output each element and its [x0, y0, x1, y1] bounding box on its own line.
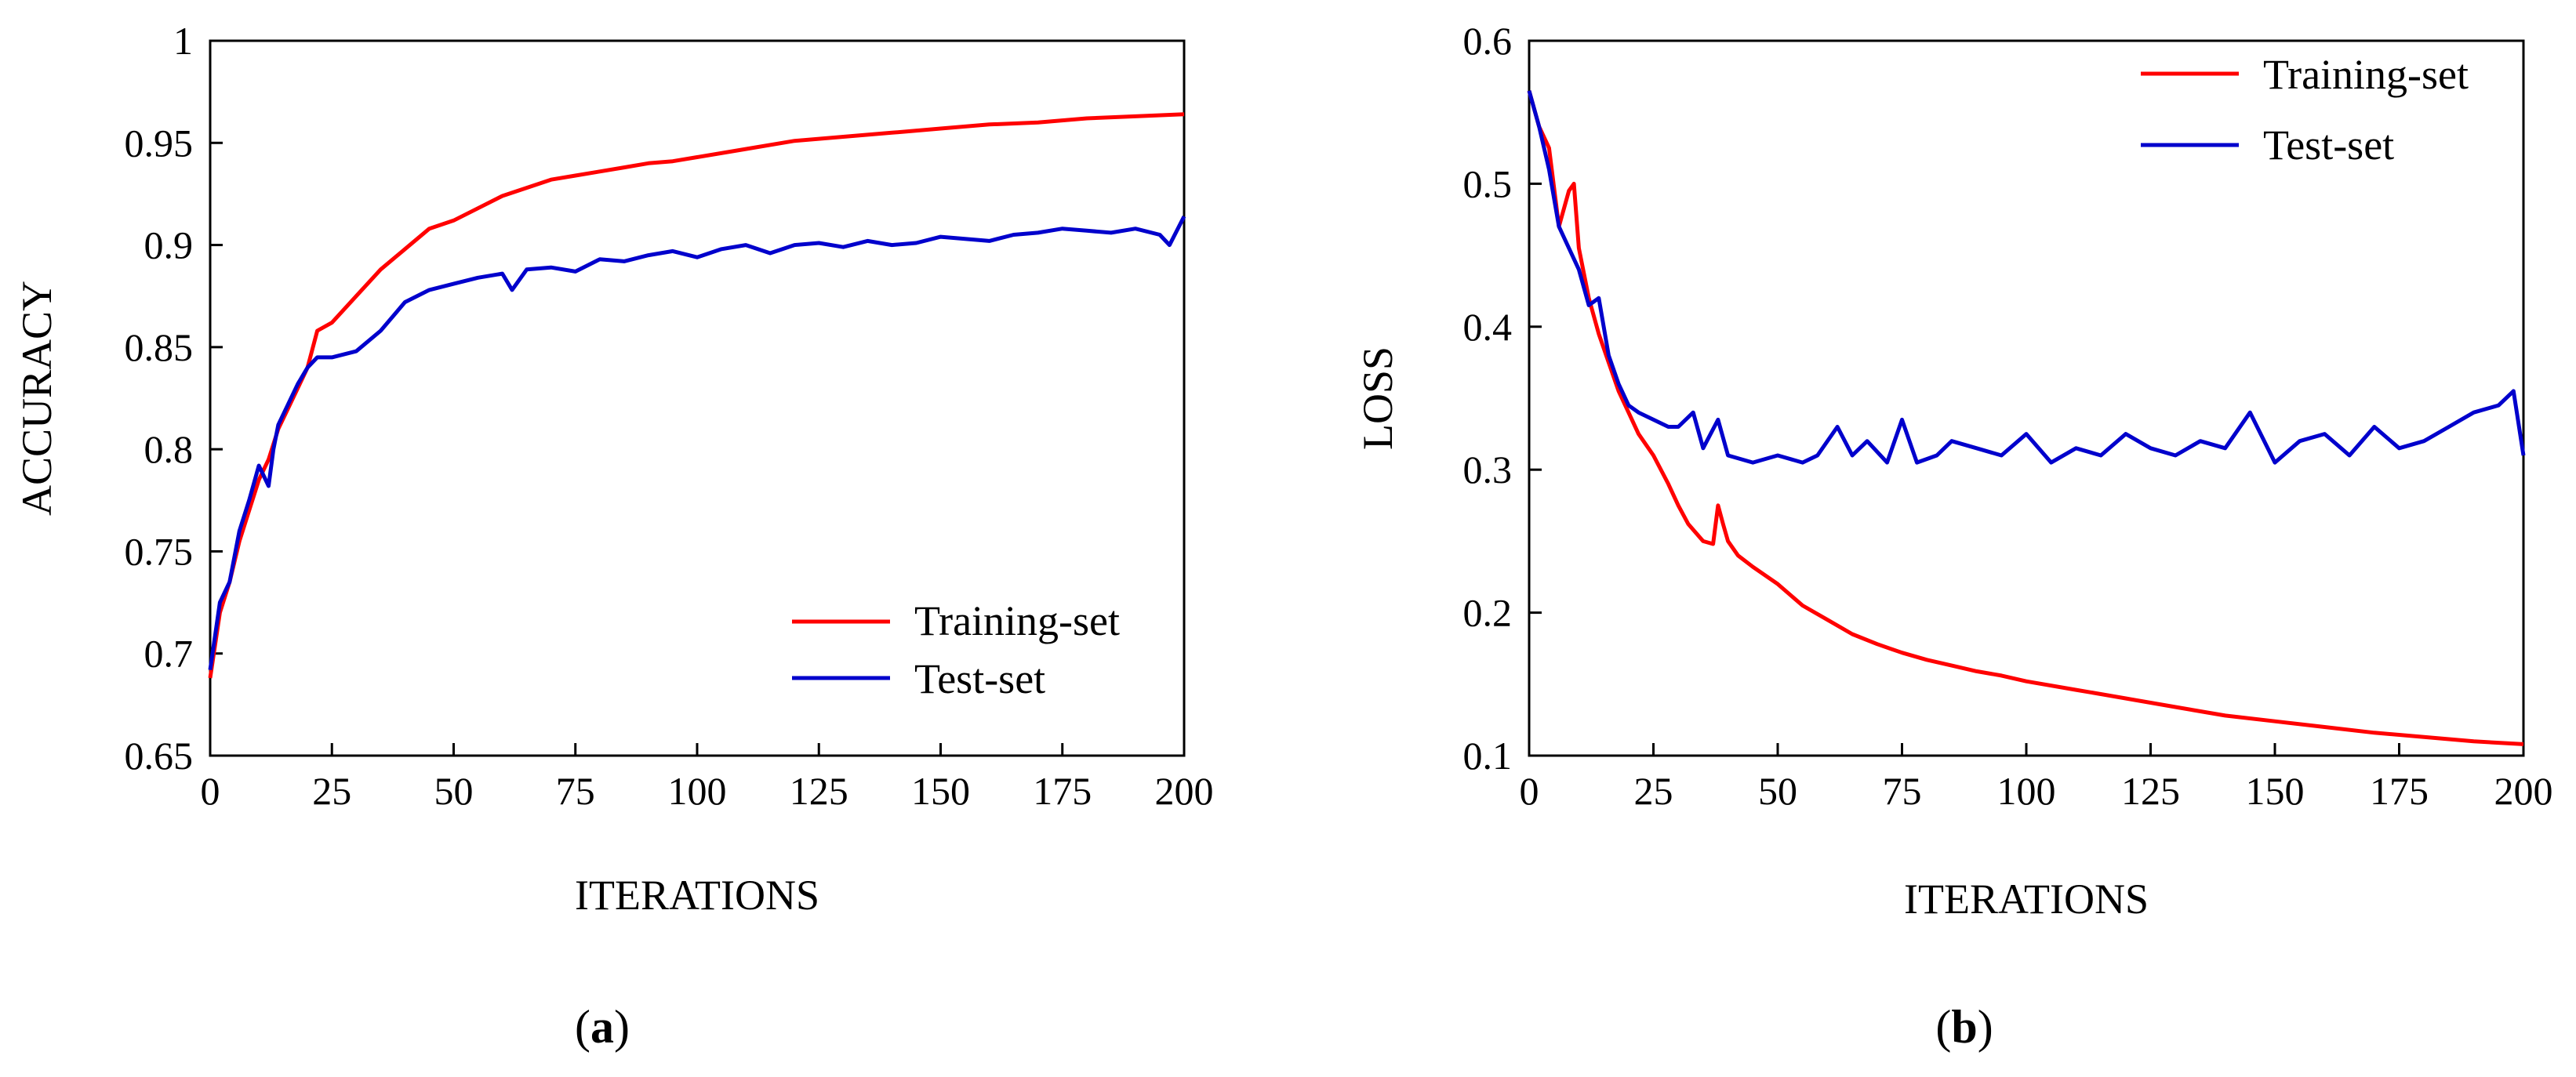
panel-b-series: [1527, 90, 2526, 746]
panel-b-caption-letter: b: [1951, 1001, 1977, 1053]
panel-a-legend: Training-set Test-set: [792, 597, 1120, 702]
panel-b-ytick-label: 0.1: [1463, 734, 1513, 778]
panel-b-ytick-label: 0.4: [1463, 305, 1513, 349]
panel-a-ytick-label: 0.65: [125, 734, 194, 778]
panel-a-series-test-set: [208, 215, 1186, 670]
panel-a-plot-frame: [209, 39, 1186, 757]
panel-a-caption-label: (a): [575, 1001, 630, 1053]
panel-a-legend-test: Test-set: [914, 655, 1045, 702]
panel-a-ytick-label: 0.85: [125, 325, 194, 369]
panel-a-legend-training: Training-set: [914, 597, 1120, 644]
panel-b-ytick-label: 0.5: [1463, 161, 1513, 205]
panel-a-ytick-label: 0.75: [125, 529, 194, 573]
panel-b-xtick-label: 0: [1520, 769, 1539, 813]
panel-b-caption-label: (b): [1935, 1001, 1993, 1053]
panel-b-xtick-label: 50: [1758, 769, 1797, 813]
panel-a-xtick-label: 75: [556, 769, 595, 813]
panel-a-ticks: 0 25 50 75 100 125 150 175 200 0.65 0.7 0.75 0.8 0.85…: [125, 19, 1214, 813]
panel-b-legend: Training-set Test-set: [2141, 51, 2469, 169]
panel-a-ylabel: ACCURACY: [13, 281, 60, 516]
panel-b-series-test-set: [1527, 90, 2526, 465]
panel-b-xtick-label: 150: [2246, 769, 2305, 813]
panel-a-ytick-label: 0.8: [144, 427, 194, 471]
panel-b-xtick-label: 200: [2494, 769, 2553, 813]
panel-b-xtick-label: 100: [1997, 769, 2056, 813]
panel-b-ytick-label: 0.6: [1463, 19, 1513, 63]
panel-b-legend-training: Training-set: [2263, 51, 2469, 98]
panel-a-xtick-label: 0: [201, 769, 220, 813]
panel-a-series: [208, 112, 1186, 679]
panel-a-xtick-label: 175: [1033, 769, 1092, 813]
panel-a-ytick-label: 0.7: [144, 632, 194, 676]
panel-a-ytick-label: 0.95: [125, 121, 194, 165]
panel-b-xtick-label: 125: [2121, 769, 2180, 813]
panel-a-ytick-label: 1: [173, 19, 193, 63]
panel-b-series-training-set: [1527, 90, 2524, 746]
panel-b-xtick-label: 175: [2370, 769, 2429, 813]
panel-a-xtick-label: 100: [668, 769, 727, 813]
panel-a-series-training-set: [208, 112, 1185, 679]
panel-a-xtick-label: 50: [434, 769, 474, 813]
panel-a-caption-letter: a: [590, 1001, 614, 1053]
panel-b-xlabel: ITERATIONS: [1904, 876, 2149, 923]
panel-b-ytick-label: 0.3: [1463, 448, 1513, 491]
panel-a-ytick-label: 0.9: [144, 223, 194, 267]
panel-a-xtick-label: 200: [1155, 769, 1214, 813]
panel-a-xtick-label: 125: [790, 769, 848, 813]
panel-b-ytick-label: 0.2: [1463, 591, 1513, 635]
panel-b-loss-chart: 0 25 50 75 100 125 150 175 200 0.1 0.2 0.3 0.4 0.5 0.6…: [1354, 19, 2553, 1053]
panel-b-xtick-label: 75: [1883, 769, 1922, 813]
panel-a-xtick-label: 25: [312, 769, 351, 813]
panel-a-xtick-label: 150: [911, 769, 970, 813]
panel-b-legend-test: Test-set: [2263, 121, 2394, 169]
panel-b-xtick-label: 25: [1634, 769, 1673, 813]
panel-a-xlabel: ITERATIONS: [575, 872, 819, 919]
panel-b-ticks: 0 25 50 75 100 125 150 175 200 0.1 0.2 0.3 0.4 0.5 0.6: [1463, 19, 2553, 813]
panel-b-ylabel: LOSS: [1354, 346, 1401, 450]
panel-a-accuracy-chart: 0 25 50 75 100 125 150 175 200 0.65 0.7 0.75 0.8 0.85…: [13, 19, 1214, 1053]
